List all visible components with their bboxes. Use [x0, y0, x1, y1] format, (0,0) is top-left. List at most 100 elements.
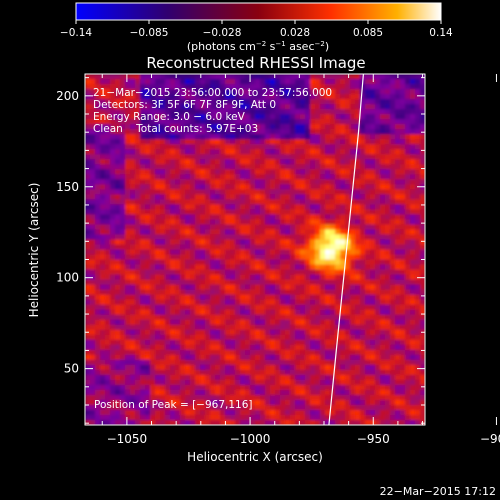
heatmap-cell — [380, 154, 386, 160]
heatmap-cell — [410, 119, 416, 125]
heatmap-cell — [335, 379, 341, 386]
heatmap-cell — [130, 349, 136, 356]
heatmap-cell — [380, 134, 386, 140]
heatmap-cell — [355, 384, 361, 391]
heatmap-cell — [200, 354, 206, 361]
heatmap-cell — [265, 254, 271, 261]
heatmap-cell — [295, 89, 301, 95]
heatmap-cell — [215, 169, 221, 175]
heatmap-cell — [310, 154, 316, 160]
heatmap-cell — [415, 79, 421, 85]
heatmap-cell — [125, 374, 131, 381]
heatmap-cell — [400, 254, 406, 261]
heatmap-cell — [280, 184, 286, 190]
heatmap-cell — [375, 314, 381, 321]
heatmap-cell — [185, 319, 191, 326]
heatmap-cell — [175, 339, 181, 346]
heatmap-cell — [290, 319, 296, 326]
heatmap-cell — [345, 214, 351, 221]
heatmap-cell — [125, 364, 131, 371]
heatmap-cell — [265, 379, 271, 386]
heatmap-cell — [355, 269, 361, 276]
heatmap-cell — [380, 379, 386, 386]
heatmap-cell — [310, 289, 316, 296]
heatmap-cell — [345, 264, 351, 271]
heatmap-cell — [155, 374, 161, 381]
heatmap-cell — [370, 234, 376, 241]
heatmap-cell — [365, 164, 371, 170]
heatmap-cell — [200, 359, 206, 366]
heatmap-cell — [215, 264, 221, 271]
heatmap-cell — [265, 304, 271, 311]
heatmap-cell — [130, 344, 136, 351]
heatmap-cell — [125, 244, 131, 251]
heatmap-cell — [120, 79, 126, 85]
heatmap-cell — [110, 274, 116, 281]
heatmap-cell — [125, 139, 131, 145]
heatmap-cell — [395, 384, 401, 391]
heatmap-cell — [260, 344, 266, 351]
heatmap-cell — [410, 384, 416, 391]
heatmap-cell — [295, 204, 301, 210]
heatmap-cell — [285, 114, 291, 120]
heatmap-cell — [365, 219, 371, 226]
heatmap-cell — [135, 279, 141, 286]
heatmap-cell — [115, 254, 121, 261]
heatmap-cell — [185, 284, 191, 291]
heatmap-cell — [210, 264, 216, 271]
heatmap-cell — [140, 229, 146, 236]
heatmap-cell — [390, 94, 396, 100]
heatmap-cell — [215, 344, 221, 351]
heatmap-cell — [105, 239, 111, 246]
heatmap-cell — [115, 189, 121, 195]
heatmap-cell — [285, 349, 291, 356]
heatmap-cell — [340, 159, 346, 165]
heatmap-cell — [200, 99, 206, 105]
heatmap-cell — [110, 179, 116, 185]
heatmap-cell — [245, 259, 251, 266]
heatmap-cell — [120, 169, 126, 175]
heatmap-cell — [325, 394, 331, 401]
heatmap-cell — [205, 234, 211, 241]
heatmap-cell — [185, 304, 191, 311]
heatmap-cell — [415, 389, 421, 396]
heatmap-cell — [315, 174, 321, 180]
heatmap-cell — [140, 349, 146, 356]
heatmap-cell — [105, 134, 111, 140]
heatmap-cell — [260, 309, 266, 316]
heatmap-cell — [255, 314, 261, 321]
heatmap-cell — [295, 294, 301, 301]
heatmap-cell — [350, 354, 356, 361]
heatmap-cell — [270, 204, 276, 210]
heatmap-cell — [320, 254, 326, 261]
heatmap-cell — [235, 119, 241, 125]
heatmap-cell — [260, 89, 266, 95]
heatmap-cell — [390, 339, 396, 346]
heatmap-cell — [90, 89, 96, 95]
heatmap-cell — [210, 394, 216, 401]
heatmap-cell — [100, 394, 106, 401]
heatmap-cell — [280, 104, 286, 110]
heatmap-cell — [145, 139, 151, 145]
heatmap-cell — [100, 149, 106, 155]
heatmap-cell — [255, 89, 261, 95]
heatmap-cell — [140, 89, 146, 95]
heatmap-cell — [385, 324, 391, 331]
heatmap-cell — [235, 354, 241, 361]
heatmap-cell — [385, 214, 391, 221]
heatmap-cell — [195, 364, 201, 371]
heatmap-cell — [355, 144, 361, 150]
heatmap-cell — [200, 144, 206, 150]
heatmap-cell — [260, 179, 266, 185]
heatmap-cell — [380, 314, 386, 321]
heatmap-cell — [305, 84, 311, 90]
heatmap-cell — [400, 79, 406, 85]
heatmap-cell — [115, 179, 121, 185]
heatmap-cell — [85, 379, 91, 386]
heatmap-cell — [355, 294, 361, 301]
heatmap-cell — [405, 414, 411, 421]
heatmap-cell — [110, 349, 116, 356]
heatmap-cell — [325, 414, 331, 421]
heatmap-cell — [190, 109, 196, 115]
heatmap-cell — [215, 399, 221, 406]
